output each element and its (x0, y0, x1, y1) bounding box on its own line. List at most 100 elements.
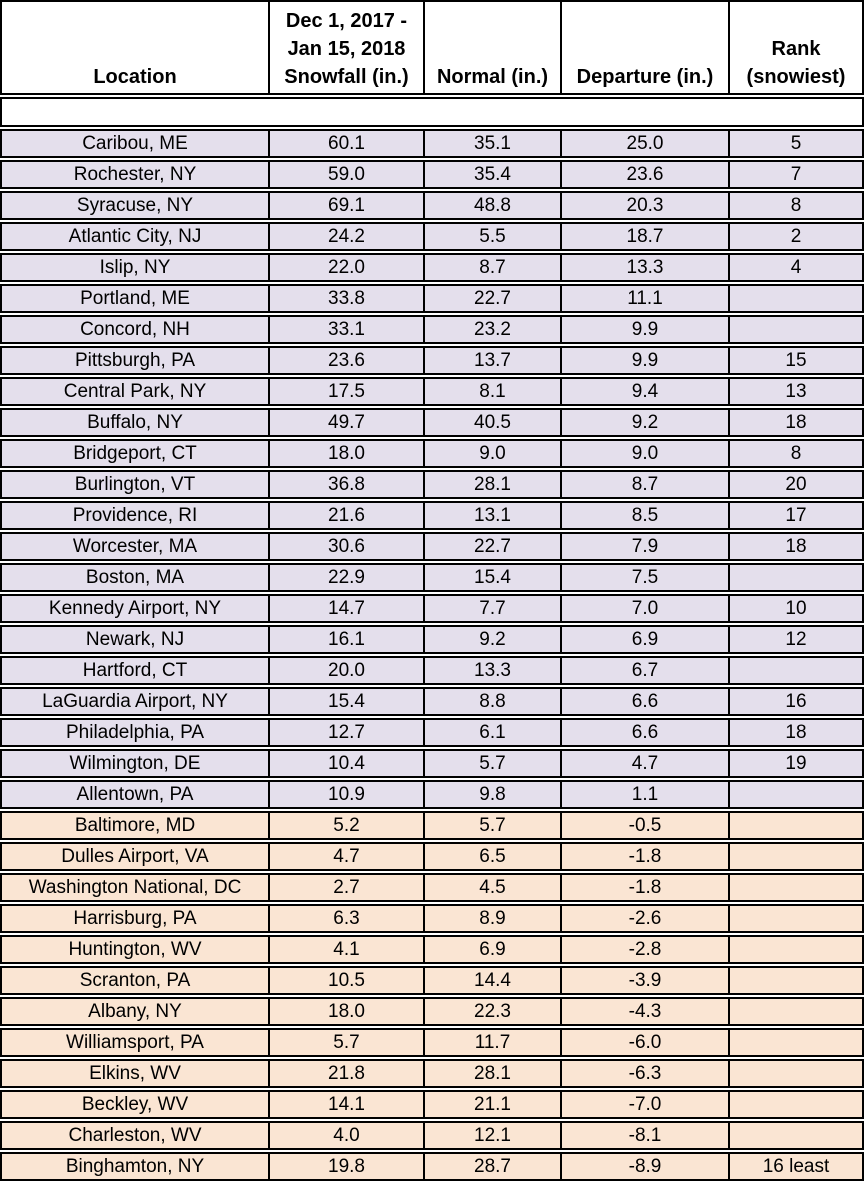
table-row: Hartford, CT 20.0 13.3 6.7 (0, 656, 864, 685)
rank-cell: 16 (730, 687, 864, 716)
departure-cell: 8.5 (562, 501, 730, 530)
normal-cell: 15.4 (425, 563, 562, 592)
rank-cell: 8 (730, 191, 864, 220)
location-cell: Newark, NJ (0, 625, 270, 654)
snowfall-cell: 21.8 (270, 1059, 425, 1088)
rank-cell: 18 (730, 532, 864, 561)
normal-cell: 9.8 (425, 780, 562, 809)
table-row: Harrisburg, PA 6.3 8.9 -2.6 (0, 904, 864, 933)
table-row: Scranton, PA 10.5 14.4 -3.9 (0, 966, 864, 995)
location-cell: Binghamton, NY (0, 1152, 270, 1181)
snowfall-cell: 60.1 (270, 129, 425, 158)
location-cell: Burlington, VT (0, 470, 270, 499)
snowfall-cell: 4.1 (270, 935, 425, 964)
departure-cell: 1.1 (562, 780, 730, 809)
normal-cell: 8.1 (425, 377, 562, 406)
rank-cell: 18 (730, 408, 864, 437)
normal-cell: 21.1 (425, 1090, 562, 1119)
snowfall-cell: 4.0 (270, 1121, 425, 1150)
rank-cell: 13 (730, 377, 864, 406)
location-cell: Atlantic City, NJ (0, 222, 270, 251)
table-row: Huntington, WV 4.1 6.9 -2.8 (0, 935, 864, 964)
location-cell: Huntington, WV (0, 935, 270, 964)
normal-cell: 13.7 (425, 346, 562, 375)
col-header-location: Location (0, 0, 270, 95)
table-row: Worcester, MA 30.6 22.7 7.9 18 (0, 532, 864, 561)
table-row: Williamsport, PA 5.7 11.7 -6.0 (0, 1028, 864, 1057)
location-cell: Rochester, NY (0, 160, 270, 189)
normal-cell: 48.8 (425, 191, 562, 220)
normal-cell: 28.1 (425, 470, 562, 499)
location-cell: Albany, NY (0, 997, 270, 1026)
rank-cell: 17 (730, 501, 864, 530)
departure-cell: -2.8 (562, 935, 730, 964)
rank-cell: 10 (730, 594, 864, 623)
normal-cell: 35.4 (425, 160, 562, 189)
rank-cell (730, 563, 864, 592)
table-row: Portland, ME 33.8 22.7 11.1 (0, 284, 864, 313)
normal-cell: 5.5 (425, 222, 562, 251)
table-body: Caribou, ME 60.1 35.1 25.0 5 Rochester, NY 59.… (0, 129, 864, 1181)
table-row: Syracuse, NY 69.1 48.8 20.3 8 (0, 191, 864, 220)
rank-cell (730, 780, 864, 809)
departure-cell: 6.7 (562, 656, 730, 685)
normal-cell: 40.5 (425, 408, 562, 437)
table-row: Burlington, VT 36.8 28.1 8.7 20 (0, 470, 864, 499)
location-cell: Baltimore, MD (0, 811, 270, 840)
rank-cell: 2 (730, 222, 864, 251)
normal-cell: 13.3 (425, 656, 562, 685)
table-row: Caribou, ME 60.1 35.1 25.0 5 (0, 129, 864, 158)
location-cell: Dulles Airport, VA (0, 842, 270, 871)
snowfall-cell: 14.1 (270, 1090, 425, 1119)
departure-cell: 20.3 (562, 191, 730, 220)
location-cell: Pittsburgh, PA (0, 346, 270, 375)
table-row: Beckley, WV 14.1 21.1 -7.0 (0, 1090, 864, 1119)
snowfall-cell: 18.0 (270, 997, 425, 1026)
normal-cell: 8.8 (425, 687, 562, 716)
departure-cell: 6.6 (562, 687, 730, 716)
rank-cell: 18 (730, 718, 864, 747)
rank-cell: 8 (730, 439, 864, 468)
table-row: Rochester, NY 59.0 35.4 23.6 7 (0, 160, 864, 189)
normal-cell: 22.7 (425, 532, 562, 561)
table-row: Allentown, PA 10.9 9.8 1.1 (0, 780, 864, 809)
table-row: Bridgeport, CT 18.0 9.0 9.0 8 (0, 439, 864, 468)
location-cell: Caribou, ME (0, 129, 270, 158)
location-cell: Providence, RI (0, 501, 270, 530)
snowfall-cell: 10.4 (270, 749, 425, 778)
departure-cell: 7.9 (562, 532, 730, 561)
spacer-row (0, 97, 864, 127)
table-row: Pittsburgh, PA 23.6 13.7 9.9 15 (0, 346, 864, 375)
snowfall-cell: 10.9 (270, 780, 425, 809)
departure-cell: 18.7 (562, 222, 730, 251)
snowfall-cell: 69.1 (270, 191, 425, 220)
snowfall-cell: 21.6 (270, 501, 425, 530)
snowfall-cell: 20.0 (270, 656, 425, 685)
normal-cell: 12.1 (425, 1121, 562, 1150)
snowfall-cell: 5.2 (270, 811, 425, 840)
departure-cell: -8.9 (562, 1152, 730, 1181)
departure-cell: 4.7 (562, 749, 730, 778)
departure-cell: -0.5 (562, 811, 730, 840)
departure-cell: -7.0 (562, 1090, 730, 1119)
header-row: Location Dec 1, 2017 - Jan 15, 2018 Snow… (0, 0, 864, 95)
location-cell: Beckley, WV (0, 1090, 270, 1119)
departure-cell: 6.6 (562, 718, 730, 747)
snowfall-cell: 15.4 (270, 687, 425, 716)
table-row: Washington National, DC 2.7 4.5 -1.8 (0, 873, 864, 902)
departure-cell: -1.8 (562, 873, 730, 902)
normal-cell: 6.9 (425, 935, 562, 964)
normal-cell: 5.7 (425, 749, 562, 778)
rank-cell: 20 (730, 470, 864, 499)
snowfall-cell: 17.5 (270, 377, 425, 406)
rank-cell: 16 least (730, 1152, 864, 1181)
rank-cell (730, 904, 864, 933)
rank-cell (730, 811, 864, 840)
snowfall-cell: 19.8 (270, 1152, 425, 1181)
location-cell: Williamsport, PA (0, 1028, 270, 1057)
spacer-cell (0, 97, 864, 127)
snowfall-cell: 6.3 (270, 904, 425, 933)
departure-cell: -8.1 (562, 1121, 730, 1150)
snowfall-cell: 10.5 (270, 966, 425, 995)
rank-cell: 19 (730, 749, 864, 778)
